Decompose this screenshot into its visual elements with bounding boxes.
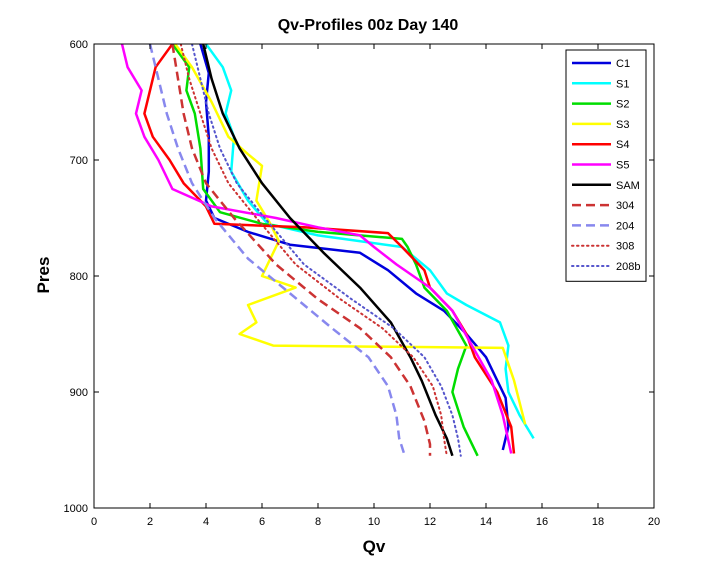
y-axis-label: Pres bbox=[34, 257, 53, 294]
plot-area bbox=[94, 44, 654, 508]
y-tick-label: 600 bbox=[70, 39, 88, 51]
series-line-c1 bbox=[199, 44, 510, 451]
x-tick-label: 20 bbox=[648, 516, 660, 528]
x-tick-label: 2 bbox=[147, 516, 153, 528]
x-tick-label: 4 bbox=[203, 516, 209, 528]
y-tick-label: 1000 bbox=[64, 503, 88, 515]
legend-label-sam: SAM bbox=[616, 180, 640, 192]
legend-label-c1: C1 bbox=[616, 58, 630, 70]
series-line-s5 bbox=[120, 44, 513, 454]
chart-title: Qv-Profiles 00z Day 140 bbox=[278, 17, 459, 34]
x-tick-label: 0 bbox=[91, 516, 97, 528]
plot-background bbox=[94, 44, 654, 508]
legend: C1 S1 S2 S3 S4 S5 SAM 304 204 308 208b bbox=[565, 49, 647, 282]
x-tick-label: 6 bbox=[259, 516, 265, 528]
x-tick-label: 10 bbox=[368, 516, 380, 528]
series-line-308 bbox=[179, 44, 448, 457]
y-tick-label: 800 bbox=[70, 271, 88, 283]
series-line-204 bbox=[148, 44, 406, 457]
series-line-304 bbox=[171, 44, 432, 456]
legend-label-208b: 208b bbox=[616, 261, 640, 273]
x-tick-label: 14 bbox=[480, 516, 492, 528]
legend-label-304: 304 bbox=[616, 200, 634, 212]
series-line-208b bbox=[191, 44, 462, 457]
series-line-s4 bbox=[143, 44, 516, 454]
legend-label-308: 308 bbox=[616, 241, 634, 253]
legend-label-s2: S2 bbox=[616, 99, 629, 111]
series-line-sam bbox=[201, 44, 454, 457]
x-tick-label: 18 bbox=[592, 516, 604, 528]
x-tick-label: 16 bbox=[536, 516, 548, 528]
legend-label-204: 204 bbox=[616, 220, 634, 232]
legend-label-s3: S3 bbox=[616, 119, 629, 131]
legend-label-s4: S4 bbox=[616, 139, 629, 151]
legend-label-s1: S1 bbox=[616, 78, 629, 90]
legend-label-s5: S5 bbox=[616, 160, 629, 172]
x-tick-label: 12 bbox=[424, 516, 436, 528]
x-tick-label: 8 bbox=[315, 516, 321, 528]
y-tick-label: 900 bbox=[70, 387, 88, 399]
series-line-s2 bbox=[171, 44, 479, 457]
axes: 0 2 4 6 8 10 12 14 16 18 20 600 700 800 900 1000 bbox=[64, 39, 661, 528]
x-axis-label: Qv bbox=[363, 537, 386, 556]
y-tick-label: 700 bbox=[70, 155, 88, 167]
series-lines bbox=[120, 44, 535, 457]
